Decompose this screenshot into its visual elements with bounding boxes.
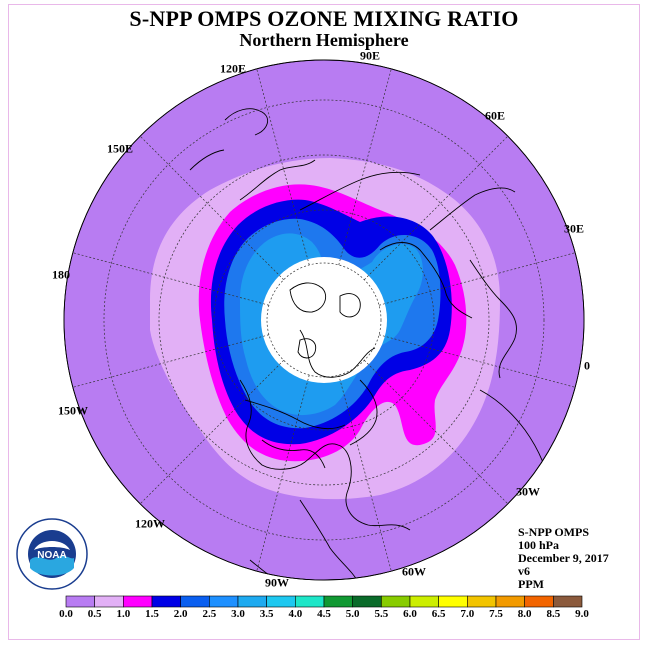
version-label: v6 xyxy=(518,564,530,578)
colorbar-tick-label: 2.5 xyxy=(202,608,217,620)
logo-text: NOAA xyxy=(37,550,66,561)
colorbar-swatch xyxy=(381,595,411,608)
ozone-contours xyxy=(72,68,576,580)
colorbar-tick-label: 1.5 xyxy=(145,608,159,620)
colorbar-tick-label: 2.0 xyxy=(173,608,188,620)
meridian-line xyxy=(256,68,310,266)
colorbar-tick-label: 8.5 xyxy=(546,608,561,620)
colorbar-swatch xyxy=(467,595,497,608)
level-label: 100 hPa xyxy=(518,538,560,552)
instrument-label: S-NPP OMPS xyxy=(518,525,589,539)
colorbar-swatch xyxy=(553,595,583,608)
colorbar-tick-label: 6.5 xyxy=(431,608,446,620)
colorbar-swatch xyxy=(323,595,353,608)
colorbar-tick-label: 6.0 xyxy=(403,608,417,620)
colorbar-tick-label: 8.0 xyxy=(517,608,532,620)
lon-label-120e: 120E xyxy=(219,61,247,76)
colorbar-swatch xyxy=(237,595,267,608)
latitude-circles xyxy=(103,99,545,541)
meridian-line xyxy=(364,135,509,280)
lon-label-90e: 90E xyxy=(359,48,381,63)
map-subtitle: Northern Hemisphere xyxy=(239,30,409,50)
lon-label-30w: 30W xyxy=(516,484,540,499)
colorbar-tick-label: 4.5 xyxy=(317,608,331,620)
image-frame xyxy=(8,4,640,640)
colorbar-swatch xyxy=(352,595,382,608)
date-label: December 9, 2017 xyxy=(518,551,609,565)
meridian-line xyxy=(72,334,270,388)
colorbar-tick-label: 7.0 xyxy=(460,608,475,620)
colorbar-tick-label: 3.5 xyxy=(259,608,274,620)
lon-label-180: 180 xyxy=(52,267,70,282)
meridian-line xyxy=(378,334,576,388)
hemisphere-outline xyxy=(63,59,585,581)
colorbar-swatch xyxy=(524,595,554,608)
meridian-line xyxy=(378,252,576,306)
meridian-line xyxy=(139,360,284,505)
info-block: S-NPP OMPS 100 hPa December 9, 2017 v6 P… xyxy=(518,526,609,591)
units-label: PPM xyxy=(518,577,544,591)
colorbar-swatch xyxy=(123,595,153,608)
lon-label-150w: 150W xyxy=(58,403,88,418)
colorbar-tick-label: 9.0 xyxy=(575,608,589,620)
lon-label-0: 0 xyxy=(584,358,590,373)
colorbar-tick-label: 5.5 xyxy=(374,608,389,620)
map-title: S-NPP OMPS OZONE MIXING RATIO xyxy=(129,6,519,31)
meridian-line xyxy=(256,374,310,572)
colorbar-swatch xyxy=(438,595,468,608)
noaa-logo: NOAA xyxy=(16,518,88,590)
colorbar-tick-label: 4.0 xyxy=(288,608,303,620)
colorbar-tick-label: 5.0 xyxy=(345,608,360,620)
colorbar-swatch xyxy=(94,595,124,608)
colorbar xyxy=(65,595,583,608)
meridian-line xyxy=(364,360,509,505)
colorbar-swatch xyxy=(209,595,239,608)
colorbar-tick-label: 3.0 xyxy=(231,608,245,620)
colorbar-tick-label: 0.5 xyxy=(87,608,102,620)
meridian-line xyxy=(338,68,392,266)
colorbar-swatch xyxy=(495,595,525,608)
colorbar-swatch xyxy=(409,595,439,608)
colorbar-swatch xyxy=(151,595,181,608)
meridians xyxy=(72,68,576,572)
colorbar-tick-label: 7.5 xyxy=(489,608,503,620)
colorbar-tick-label: 1.0 xyxy=(116,608,131,620)
colorbar-tick-label: 0.0 xyxy=(59,608,73,620)
colorbar-swatch xyxy=(266,595,296,608)
colorbar-swatch xyxy=(65,595,95,608)
meridian-line xyxy=(139,135,284,280)
meridian-line xyxy=(338,374,392,572)
lon-label-120w: 120W xyxy=(135,516,165,531)
lon-label-30e: 30E xyxy=(563,221,585,236)
colorbar-swatch xyxy=(295,595,325,608)
meridian-line xyxy=(72,252,270,306)
lon-label-90w: 90W xyxy=(265,575,289,590)
lon-label-60e: 60E xyxy=(484,108,506,123)
lon-label-60w: 60W xyxy=(402,564,426,579)
lon-label-150e: 150E xyxy=(106,141,134,156)
colorbar-swatch xyxy=(180,595,210,608)
